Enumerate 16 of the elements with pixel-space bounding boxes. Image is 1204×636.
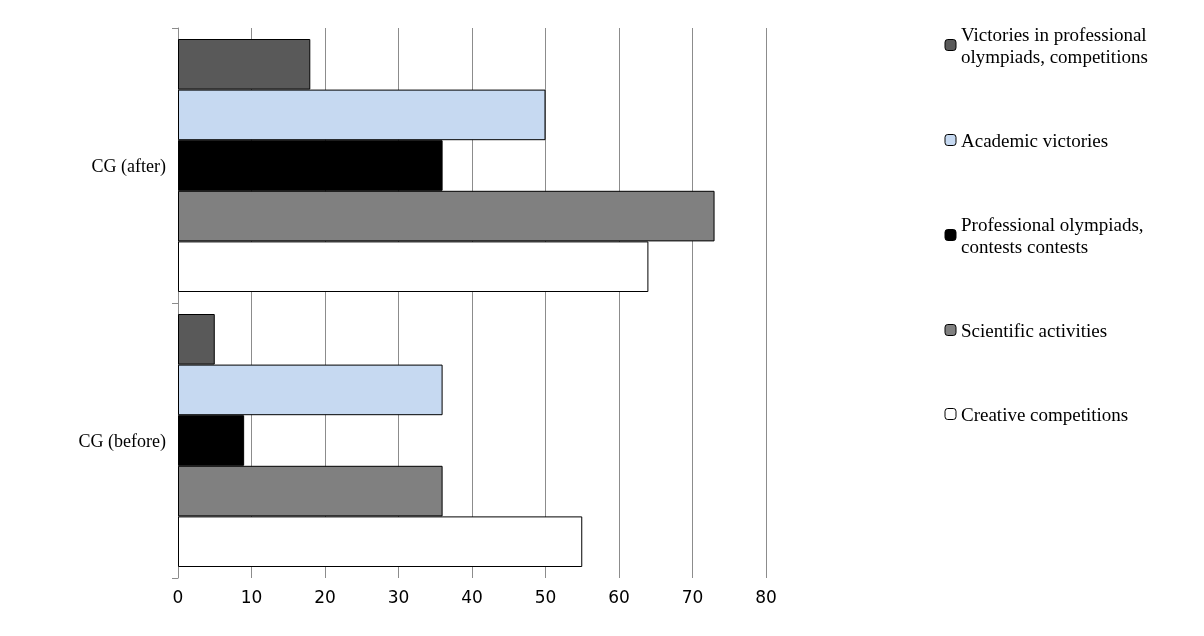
y-tick-label: CG (after) (91, 155, 166, 177)
legend-label: Academic victories (961, 129, 1109, 151)
y-tick-label: CG (before) (78, 430, 166, 452)
legend-label: Scientific activities (961, 319, 1108, 341)
legend-label: Professional olympiads, contests contests (961, 213, 1149, 257)
legend-label: Victories in professional olympiads, competitions (961, 23, 1152, 67)
x-tick-label: 0 (172, 586, 184, 607)
x-tick-label: 70 (681, 586, 704, 607)
legend-label: Creative competitions (961, 403, 1129, 425)
x-tick-label: 10 (240, 586, 263, 607)
x-tick-label: 40 (461, 586, 483, 607)
x-tick-label: 80 (755, 586, 777, 607)
x-tick-label: 20 (314, 586, 336, 607)
x-tick-label: 30 (387, 586, 410, 607)
x-tick-label: 50 (534, 586, 557, 607)
x-tick-label: 60 (608, 586, 630, 607)
